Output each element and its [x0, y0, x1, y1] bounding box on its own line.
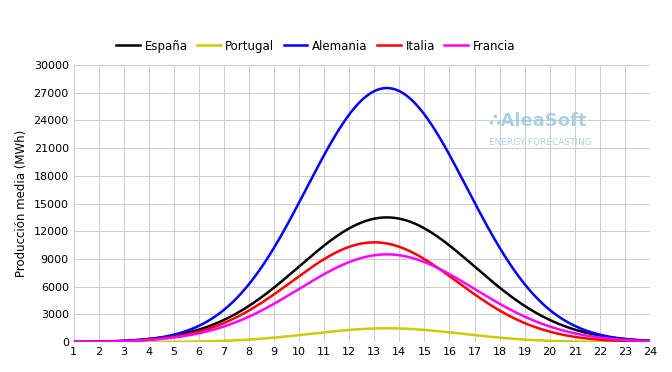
Portugal [70, 340, 78, 344]
Francia [519, 314, 528, 318]
Francia [323, 270, 331, 275]
Portugal [466, 333, 474, 337]
España [383, 215, 391, 219]
Portugal [302, 332, 310, 337]
Alemania [646, 339, 654, 343]
Francia [383, 252, 391, 257]
Line: España: España [74, 217, 650, 342]
Italia [323, 255, 331, 259]
Portugal [128, 340, 136, 344]
España [302, 258, 310, 262]
Francia [466, 284, 474, 288]
Portugal [530, 338, 538, 342]
Portugal [646, 340, 654, 344]
Italia [466, 289, 474, 293]
Francia [70, 340, 78, 344]
Text: ENERGY FORECASTING: ENERGY FORECASTING [489, 138, 591, 147]
España [530, 310, 538, 314]
Italia [70, 340, 78, 344]
Portugal [323, 330, 331, 334]
Italia [646, 340, 654, 344]
Y-axis label: Producción media (MWh): Producción media (MWh) [15, 130, 28, 277]
Francia [128, 339, 136, 343]
España [519, 303, 528, 307]
Francia [302, 282, 310, 286]
Italia [519, 320, 528, 325]
Alemania [519, 280, 528, 285]
España [466, 260, 474, 265]
Alemania [466, 192, 474, 196]
Line: Italia: Italia [74, 242, 650, 342]
Alemania [70, 340, 78, 344]
Francia [646, 339, 654, 343]
España [646, 339, 654, 343]
Francia [530, 318, 538, 323]
Portugal [519, 337, 528, 342]
Line: Francia: Francia [74, 254, 650, 342]
Alemania [323, 147, 331, 151]
España [70, 340, 78, 344]
Text: ∴AleaSoft: ∴AleaSoft [489, 112, 587, 130]
España [323, 241, 331, 245]
España [128, 338, 136, 343]
Line: Alemania: Alemania [74, 88, 650, 342]
Italia [128, 339, 136, 343]
Legend: España, Portugal, Alemania, Italia, Francia: España, Portugal, Alemania, Italia, Fran… [112, 35, 520, 57]
Italia [370, 240, 378, 244]
Italia [302, 269, 310, 273]
Alemania [383, 86, 391, 90]
Alemania [302, 186, 310, 190]
Alemania [530, 293, 538, 297]
Alemania [128, 338, 136, 343]
Portugal [383, 326, 391, 330]
Italia [530, 324, 538, 329]
Line: Portugal: Portugal [74, 328, 650, 342]
